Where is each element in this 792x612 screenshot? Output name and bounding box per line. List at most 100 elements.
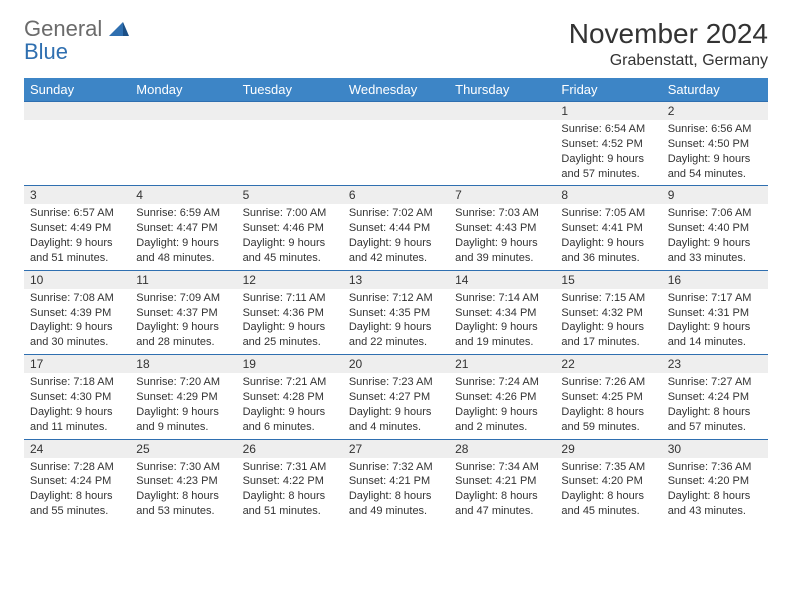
- day-number: [24, 102, 130, 120]
- day-number: 21: [449, 355, 555, 373]
- day-details: Sunrise: 7:00 AMSunset: 4:46 PMDaylight:…: [237, 204, 343, 269]
- day-number-cell: [343, 102, 449, 186]
- day-number-cell: [449, 102, 555, 186]
- daylight-text: Daylight: 9 hours and 48 minutes.: [136, 236, 230, 266]
- sunrise-text: Sunrise: 7:21 AM: [243, 375, 337, 390]
- sunset-text: Sunset: 4:31 PM: [668, 306, 762, 321]
- sunrise-text: Sunrise: 7:05 AM: [561, 206, 655, 221]
- day-number-cell: 14Sunrise: 7:14 AMSunset: 4:34 PMDayligh…: [449, 270, 555, 354]
- week-number-row: 10Sunrise: 7:08 AMSunset: 4:39 PMDayligh…: [24, 270, 768, 354]
- sunrise-text: Sunrise: 7:36 AM: [668, 460, 762, 475]
- sunset-text: Sunset: 4:26 PM: [455, 390, 549, 405]
- day-number: 2: [662, 102, 768, 120]
- day-details: [130, 120, 236, 126]
- week-number-row: 24Sunrise: 7:28 AMSunset: 4:24 PMDayligh…: [24, 439, 768, 523]
- sunrise-text: Sunrise: 7:27 AM: [668, 375, 762, 390]
- day-number-cell: 7Sunrise: 7:03 AMSunset: 4:43 PMDaylight…: [449, 186, 555, 270]
- sunset-text: Sunset: 4:28 PM: [243, 390, 337, 405]
- day-number-cell: 4Sunrise: 6:59 AMSunset: 4:47 PMDaylight…: [130, 186, 236, 270]
- sunset-text: Sunset: 4:22 PM: [243, 474, 337, 489]
- day-number-cell: 11Sunrise: 7:09 AMSunset: 4:37 PMDayligh…: [130, 270, 236, 354]
- daylight-text: Daylight: 9 hours and 33 minutes.: [668, 236, 762, 266]
- day-number: 20: [343, 355, 449, 373]
- calendar-table: Sunday Monday Tuesday Wednesday Thursday…: [24, 78, 768, 523]
- day-number: 12: [237, 271, 343, 289]
- daylight-text: Daylight: 8 hours and 51 minutes.: [243, 489, 337, 519]
- daylight-text: Daylight: 9 hours and 25 minutes.: [243, 320, 337, 350]
- day-number-cell: 17Sunrise: 7:18 AMSunset: 4:30 PMDayligh…: [24, 355, 130, 439]
- sunrise-text: Sunrise: 7:12 AM: [349, 291, 443, 306]
- sunset-text: Sunset: 4:24 PM: [668, 390, 762, 405]
- sunset-text: Sunset: 4:20 PM: [561, 474, 655, 489]
- day-number: 3: [24, 186, 130, 204]
- day-number-cell: 22Sunrise: 7:26 AMSunset: 4:25 PMDayligh…: [555, 355, 661, 439]
- day-details: Sunrise: 7:21 AMSunset: 4:28 PMDaylight:…: [237, 373, 343, 438]
- day-number: 25: [130, 440, 236, 458]
- day-number: 5: [237, 186, 343, 204]
- daylight-text: Daylight: 9 hours and 30 minutes.: [30, 320, 124, 350]
- day-number: 23: [662, 355, 768, 373]
- day-number-cell: 12Sunrise: 7:11 AMSunset: 4:36 PMDayligh…: [237, 270, 343, 354]
- day-number-cell: 21Sunrise: 7:24 AMSunset: 4:26 PMDayligh…: [449, 355, 555, 439]
- day-number: 27: [343, 440, 449, 458]
- day-number-cell: 20Sunrise: 7:23 AMSunset: 4:27 PMDayligh…: [343, 355, 449, 439]
- daylight-text: Daylight: 9 hours and 2 minutes.: [455, 405, 549, 435]
- day-number: 29: [555, 440, 661, 458]
- weekday-header: Friday: [555, 78, 661, 102]
- day-details: Sunrise: 7:06 AMSunset: 4:40 PMDaylight:…: [662, 204, 768, 269]
- day-details: Sunrise: 7:17 AMSunset: 4:31 PMDaylight:…: [662, 289, 768, 354]
- sunset-text: Sunset: 4:32 PM: [561, 306, 655, 321]
- day-details: Sunrise: 7:09 AMSunset: 4:37 PMDaylight:…: [130, 289, 236, 354]
- day-details: [237, 120, 343, 126]
- location-subtitle: Grabenstatt, Germany: [569, 52, 768, 70]
- day-number-cell: 10Sunrise: 7:08 AMSunset: 4:39 PMDayligh…: [24, 270, 130, 354]
- sunrise-text: Sunrise: 7:00 AM: [243, 206, 337, 221]
- sunset-text: Sunset: 4:20 PM: [668, 474, 762, 489]
- sunset-text: Sunset: 4:50 PM: [668, 137, 762, 152]
- sunrise-text: Sunrise: 7:14 AM: [455, 291, 549, 306]
- sunrise-text: Sunrise: 7:32 AM: [349, 460, 443, 475]
- week-number-row: 3Sunrise: 6:57 AMSunset: 4:49 PMDaylight…: [24, 186, 768, 270]
- day-number: 1: [555, 102, 661, 120]
- sunset-text: Sunset: 4:44 PM: [349, 221, 443, 236]
- sunset-text: Sunset: 4:21 PM: [455, 474, 549, 489]
- sunset-text: Sunset: 4:37 PM: [136, 306, 230, 321]
- day-number-cell: 8Sunrise: 7:05 AMSunset: 4:41 PMDaylight…: [555, 186, 661, 270]
- day-details: Sunrise: 7:12 AMSunset: 4:35 PMDaylight:…: [343, 289, 449, 354]
- day-details: Sunrise: 7:34 AMSunset: 4:21 PMDaylight:…: [449, 458, 555, 523]
- sunrise-text: Sunrise: 7:34 AM: [455, 460, 549, 475]
- sunrise-text: Sunrise: 6:59 AM: [136, 206, 230, 221]
- week-number-row: 1Sunrise: 6:54 AMSunset: 4:52 PMDaylight…: [24, 102, 768, 186]
- day-number-cell: 28Sunrise: 7:34 AMSunset: 4:21 PMDayligh…: [449, 439, 555, 523]
- day-number: 24: [24, 440, 130, 458]
- weekday-header-row: Sunday Monday Tuesday Wednesday Thursday…: [24, 78, 768, 102]
- daylight-text: Daylight: 8 hours and 45 minutes.: [561, 489, 655, 519]
- sunset-text: Sunset: 4:36 PM: [243, 306, 337, 321]
- day-details: Sunrise: 6:59 AMSunset: 4:47 PMDaylight:…: [130, 204, 236, 269]
- day-number-cell: [130, 102, 236, 186]
- weekday-header: Saturday: [662, 78, 768, 102]
- sunset-text: Sunset: 4:47 PM: [136, 221, 230, 236]
- sunset-text: Sunset: 4:52 PM: [561, 137, 655, 152]
- daylight-text: Daylight: 9 hours and 4 minutes.: [349, 405, 443, 435]
- sunset-text: Sunset: 4:40 PM: [668, 221, 762, 236]
- sunrise-text: Sunrise: 7:15 AM: [561, 291, 655, 306]
- daylight-text: Daylight: 9 hours and 9 minutes.: [136, 405, 230, 435]
- sunrise-text: Sunrise: 6:56 AM: [668, 122, 762, 137]
- day-number-cell: [24, 102, 130, 186]
- sunset-text: Sunset: 4:24 PM: [30, 474, 124, 489]
- daylight-text: Daylight: 9 hours and 11 minutes.: [30, 405, 124, 435]
- day-number: 16: [662, 271, 768, 289]
- weekday-header: Tuesday: [237, 78, 343, 102]
- day-number: 8: [555, 186, 661, 204]
- day-details: Sunrise: 6:56 AMSunset: 4:50 PMDaylight:…: [662, 120, 768, 185]
- day-details: Sunrise: 7:08 AMSunset: 4:39 PMDaylight:…: [24, 289, 130, 354]
- sunrise-text: Sunrise: 7:31 AM: [243, 460, 337, 475]
- weekday-header: Sunday: [24, 78, 130, 102]
- day-number: 28: [449, 440, 555, 458]
- day-number: 18: [130, 355, 236, 373]
- sunset-text: Sunset: 4:23 PM: [136, 474, 230, 489]
- day-number: 10: [24, 271, 130, 289]
- daylight-text: Daylight: 8 hours and 53 minutes.: [136, 489, 230, 519]
- day-details: Sunrise: 7:03 AMSunset: 4:43 PMDaylight:…: [449, 204, 555, 269]
